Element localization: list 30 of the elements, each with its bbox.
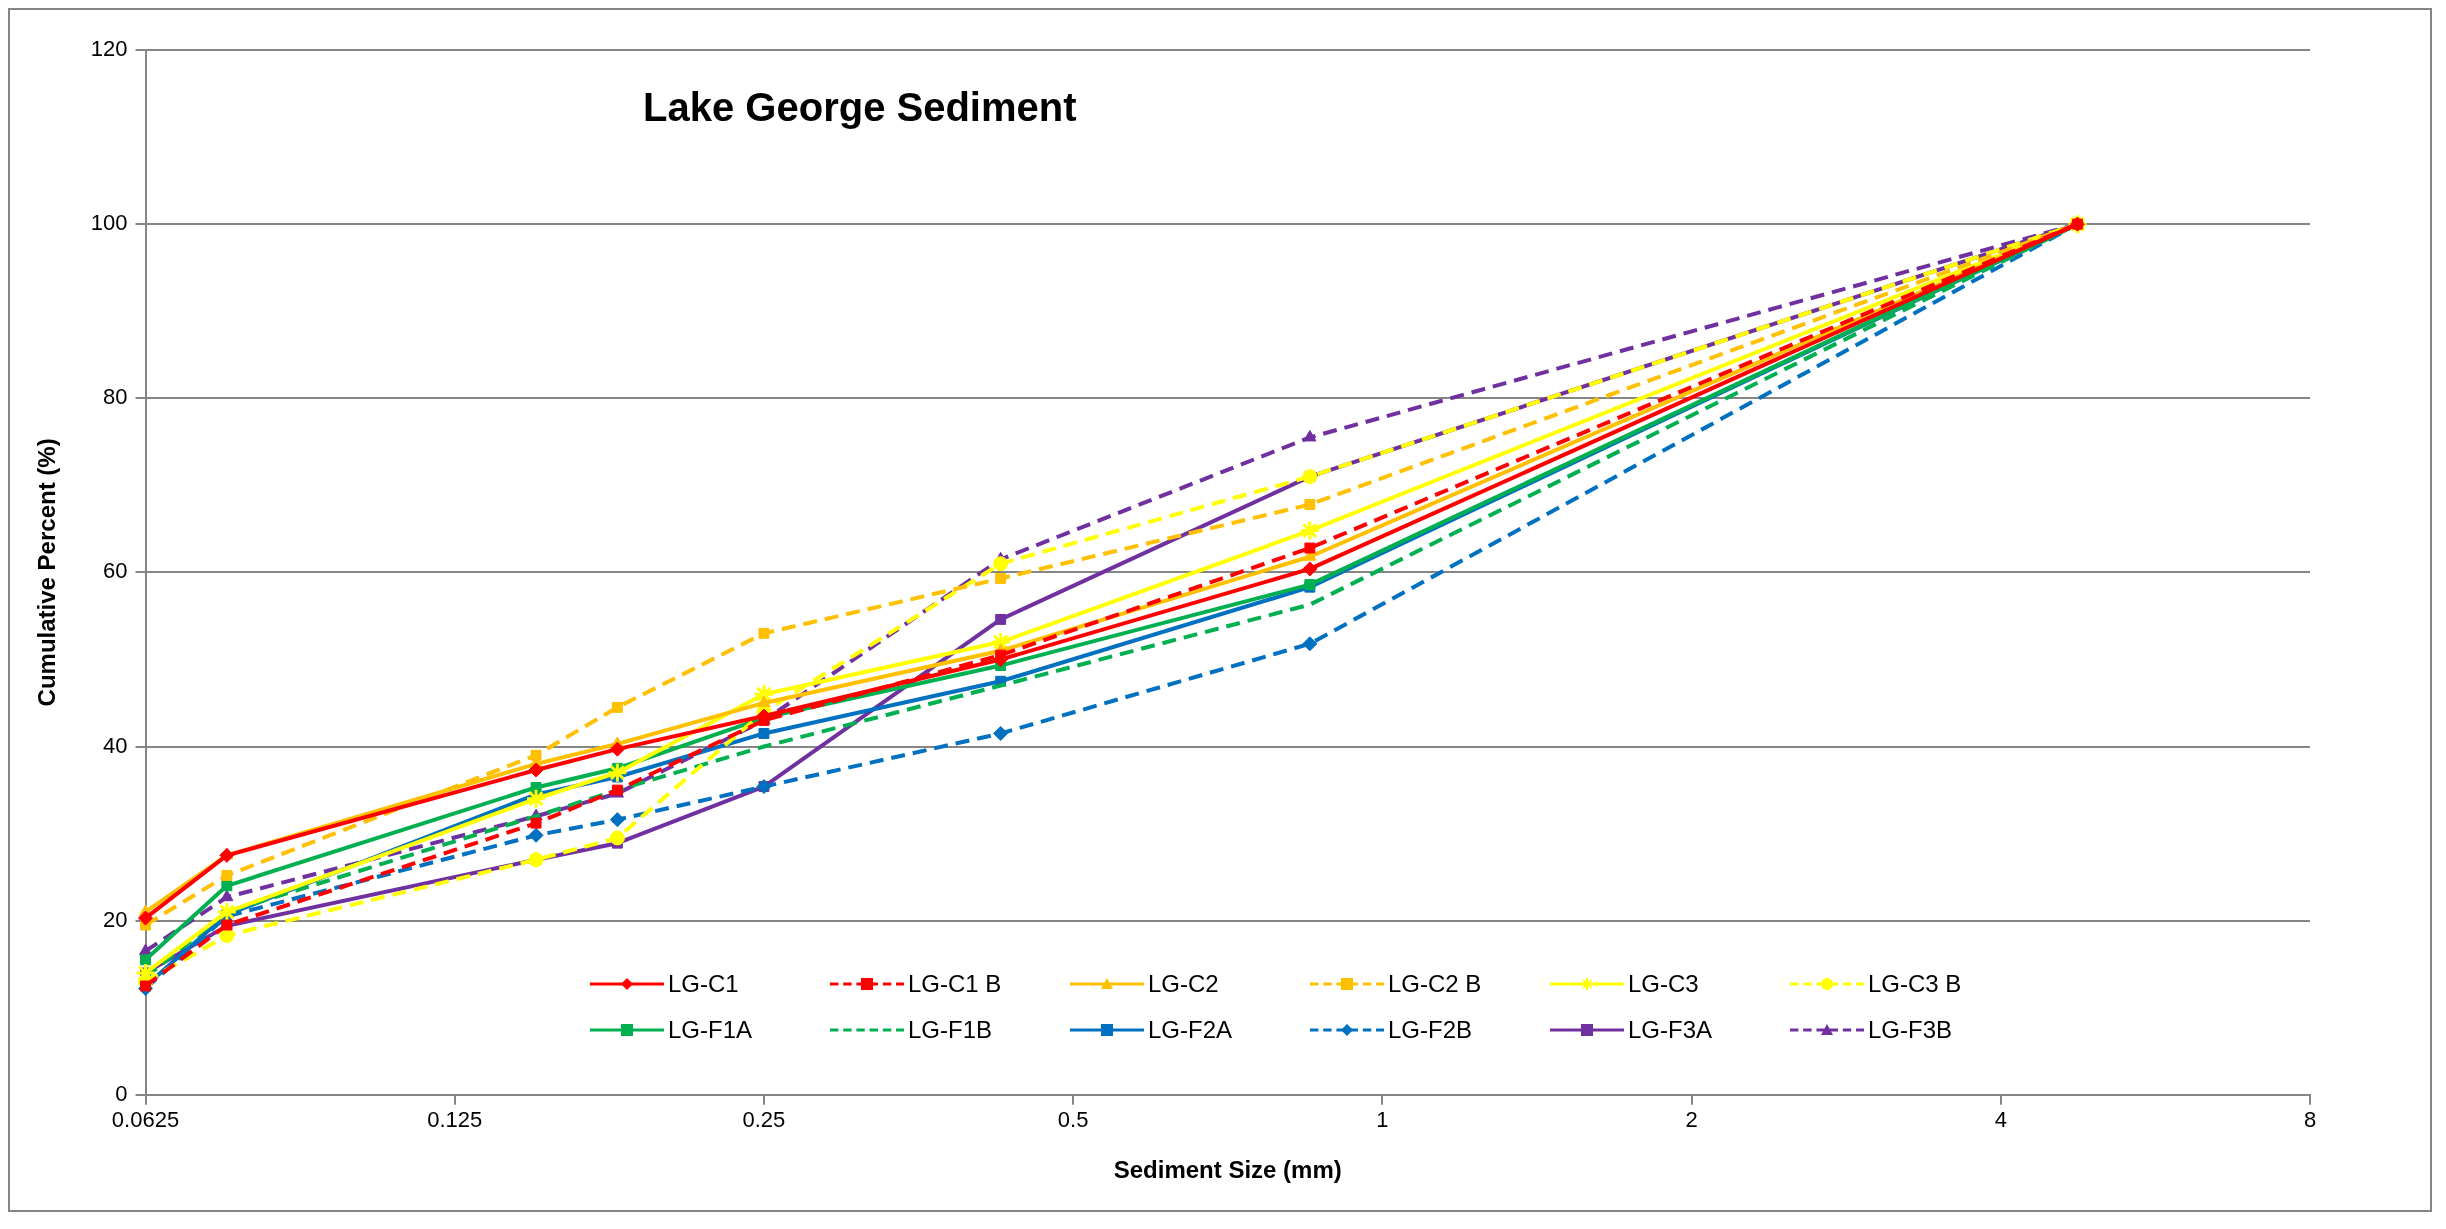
y-tick-label: 0: [115, 1080, 128, 1106]
legend-label: LG-C1: [668, 970, 739, 998]
x-tick-label: 4: [1994, 1107, 2007, 1133]
y-tick-label: 60: [103, 558, 128, 584]
legend-label: LG-C1 B: [908, 970, 1002, 998]
x-tick-label: 0.125: [427, 1107, 483, 1133]
legend-label: LG-F2A: [1148, 1016, 1233, 1044]
legend-label: LG-C2: [1148, 970, 1219, 998]
legend-label: LG-F1A: [668, 1016, 753, 1044]
legend-label: LG-F2B: [1388, 1016, 1473, 1044]
x-tick-label: 2: [1685, 1107, 1698, 1133]
x-axis-title: Sediment Size (mm): [1113, 1156, 1342, 1184]
x-tick-label: 0.5: [1057, 1107, 1089, 1133]
legend-label: LG-F3B: [1868, 1016, 1953, 1044]
legend-label: LG-C3 B: [1868, 970, 1962, 998]
x-tick-label: 0.0625: [111, 1107, 180, 1133]
legend-label: LG-C3: [1628, 970, 1699, 998]
y-tick-label: 80: [103, 384, 128, 410]
y-axis-title: Cumulative Percent (%): [33, 438, 61, 707]
legend-label: LG-F3A: [1628, 1016, 1713, 1044]
legend-label: LG-F1B: [908, 1016, 993, 1044]
x-tick-label: 0.25: [742, 1107, 786, 1133]
x-tick-label: 1: [1376, 1107, 1389, 1133]
legend-label: LG-C2 B: [1388, 970, 1482, 998]
y-tick-label: 20: [103, 906, 128, 932]
y-tick-label: 100: [90, 210, 128, 236]
y-tick-label: 120: [90, 36, 128, 62]
text: Lake George Sediment: [643, 85, 1077, 130]
x-tick-label: 8: [2303, 1107, 2317, 1133]
y-tick-label: 40: [103, 732, 128, 758]
